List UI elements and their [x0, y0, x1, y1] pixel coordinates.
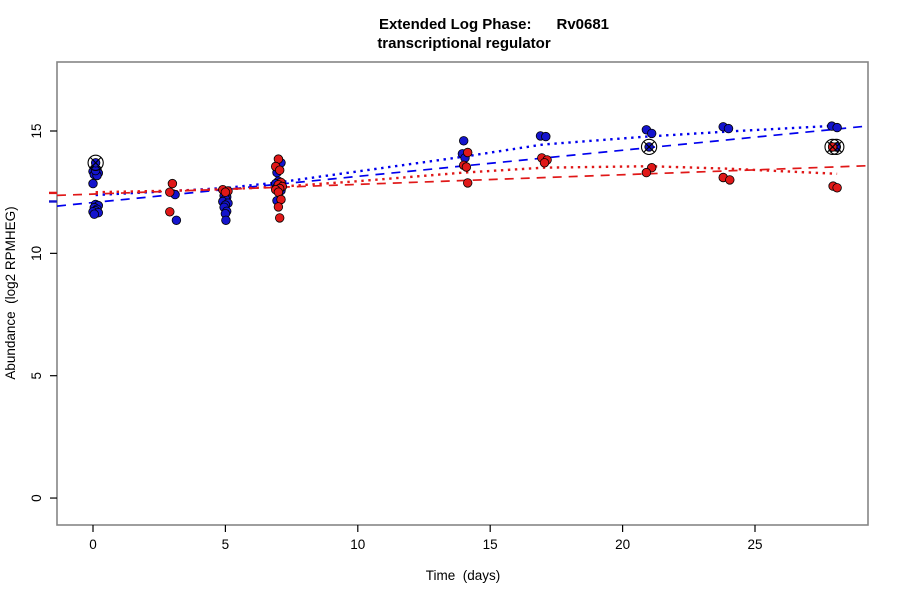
series-red-point	[463, 178, 473, 188]
plot-border-box	[56, 61, 869, 526]
axes-layer: 0 5 10 15 20 25 0 5 10 15	[29, 123, 763, 552]
y-axis-label: Abundance (log2 RPMHEG)	[3, 206, 18, 379]
series-blue-point	[832, 122, 842, 133]
series-red-point	[832, 183, 842, 193]
x-tick-label: 5	[222, 537, 230, 552]
series-blue-point	[221, 215, 231, 226]
series-red-point	[461, 162, 472, 172]
series-blue-point	[723, 123, 734, 134]
series-red-point	[275, 213, 285, 223]
flag-cross-icon	[643, 141, 655, 153]
series-blue-point	[89, 209, 100, 219]
x-tick-label: 25	[747, 537, 762, 552]
series-red-point	[165, 187, 175, 197]
x-tick-label: 0	[89, 537, 97, 552]
chart-title-line2: transcriptional regulator	[377, 35, 551, 52]
x-tick-label: 20	[615, 537, 630, 552]
x-tick-label: 10	[350, 537, 365, 552]
flag-circle-icon	[87, 154, 104, 171]
flag-cross-icon	[826, 141, 839, 153]
series-red-point	[539, 158, 550, 168]
series-red-point	[641, 167, 652, 178]
x-axis-label: Time (days)	[426, 568, 501, 583]
series-blue-point	[647, 128, 657, 139]
red-smooth-fit-line	[95, 164, 838, 194]
series-blue-point	[541, 131, 551, 142]
series-red-point	[167, 178, 178, 189]
series-red-point	[273, 202, 284, 212]
series-red-point	[275, 165, 285, 175]
series-red-point	[220, 187, 231, 197]
y-tick-label: 5	[29, 372, 44, 380]
series-red-point	[463, 147, 473, 158]
y-tick-label: 0	[29, 494, 44, 502]
red-linear-fit-line	[56, 164, 869, 197]
data-points-layer	[87, 121, 845, 226]
series-red-point	[165, 207, 175, 217]
blue-smooth-fit-line	[95, 124, 838, 197]
series-blue-point	[88, 178, 98, 189]
x-tick-label: 15	[483, 537, 498, 552]
series-blue-point	[171, 215, 182, 226]
flag-cross-icon	[89, 157, 102, 169]
y-tick-label: 15	[29, 123, 44, 138]
chart-title-line1: Extended Log Phase: Rv0681	[379, 16, 609, 33]
series-blue-point	[459, 136, 469, 146]
flag-circle-icon	[824, 138, 841, 156]
y-tick-label: 10	[29, 246, 44, 261]
series-red-point	[725, 175, 735, 185]
flag-circle-icon	[640, 138, 658, 156]
